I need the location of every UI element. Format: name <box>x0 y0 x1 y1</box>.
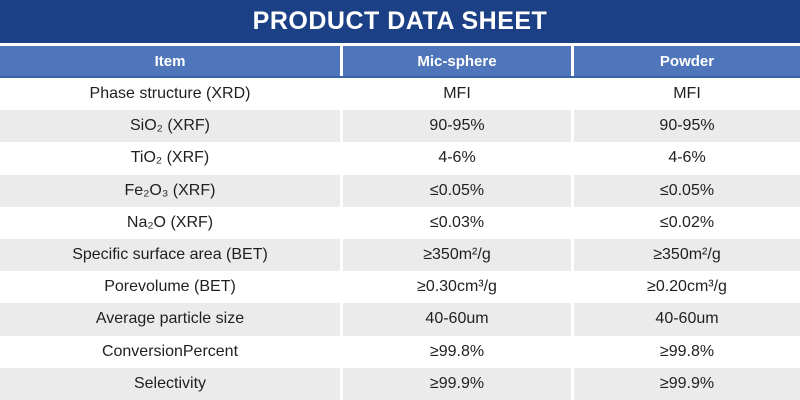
powder-value-cell: MFI <box>574 78 800 111</box>
mic-sphere-value-cell: ≤0.03% <box>343 206 571 239</box>
table-row: Phase structure (XRD) MFI MFI <box>0 78 800 111</box>
mic-sphere-value-cell: ≥0.30cm³/g <box>343 271 571 304</box>
table-row: ConversionPercent ≥99.8% ≥99.8% <box>0 335 800 368</box>
sheet-title: PRODUCT DATA SHEET <box>252 7 548 35</box>
powder-value-cell: 4-6% <box>574 142 800 175</box>
sheet-title-bar: PRODUCT DATA SHEET <box>0 0 800 43</box>
mic-sphere-value-cell: MFI <box>343 78 571 111</box>
powder-value-cell: ≤0.05% <box>574 174 800 207</box>
powder-value-cell: ≥0.20cm³/g <box>574 271 800 304</box>
item-cell: Porevolume (BET) <box>0 271 340 304</box>
item-cell: TiO₂ (XRF) <box>0 142 340 175</box>
mic-sphere-value-cell: 4-6% <box>343 142 571 175</box>
table-row: Na₂O (XRF) ≤0.03% ≤0.02% <box>0 206 800 239</box>
item-cell: Average particle size <box>0 303 340 336</box>
table-row: Porevolume (BET) ≥0.30cm³/g ≥0.20cm³/g <box>0 271 800 304</box>
item-cell: Fe₂O₃ (XRF) <box>0 174 340 207</box>
item-cell: ConversionPercent <box>0 335 340 368</box>
powder-value-cell: ≥350m²/g <box>574 239 800 272</box>
mic-sphere-value-cell: 40-60um <box>343 303 571 336</box>
powder-value-cell: ≥99.8% <box>574 335 800 368</box>
table-row: Fe₂O₃ (XRF) ≤0.05% ≤0.05% <box>0 174 800 207</box>
item-cell: SiO₂ (XRF) <box>0 110 340 143</box>
column-header-powder: Powder <box>574 46 800 76</box>
powder-value-cell: 40-60um <box>574 303 800 336</box>
table-row: SiO₂ (XRF) 90-95% 90-95% <box>0 110 800 143</box>
column-header-item: Item <box>0 46 340 76</box>
mic-sphere-value-cell: ≥99.9% <box>343 367 571 400</box>
item-cell: Phase structure (XRD) <box>0 78 340 111</box>
table-header-row: Item Mic-sphere Powder <box>0 46 800 78</box>
table-body: Phase structure (XRD) MFI MFI SiO₂ (XRF)… <box>0 78 800 400</box>
item-cell: Specific surface area (BET) <box>0 239 340 272</box>
mic-sphere-value-cell: ≤0.05% <box>343 174 571 207</box>
column-header-mic-sphere: Mic-sphere <box>343 46 571 76</box>
table-row: Average particle size 40-60um 40-60um <box>0 303 800 336</box>
powder-value-cell: ≤0.02% <box>574 206 800 239</box>
mic-sphere-value-cell: ≥99.8% <box>343 335 571 368</box>
mic-sphere-value-cell: ≥350m²/g <box>343 239 571 272</box>
item-cell: Selectivity <box>0 367 340 400</box>
powder-value-cell: ≥99.9% <box>574 367 800 400</box>
table-row: Selectivity ≥99.9% ≥99.9% <box>0 367 800 400</box>
item-cell: Na₂O (XRF) <box>0 206 340 239</box>
table-row: TiO₂ (XRF) 4-6% 4-6% <box>0 142 800 175</box>
table-row: Specific surface area (BET) ≥350m²/g ≥35… <box>0 239 800 272</box>
mic-sphere-value-cell: 90-95% <box>343 110 571 143</box>
powder-value-cell: 90-95% <box>574 110 800 143</box>
